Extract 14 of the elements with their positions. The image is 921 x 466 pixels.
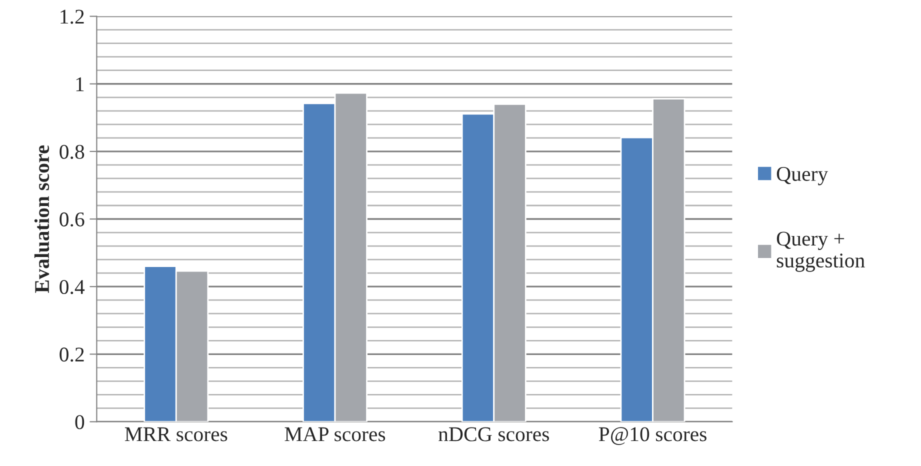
y-tick-label: 0 <box>75 415 84 430</box>
y-tick-label: 1 <box>76 77 84 92</box>
x-tick-label: nDCG scores <box>438 427 549 442</box>
y-axis-title: Evaluation score <box>34 145 50 293</box>
y-tick-label: 0.8 <box>60 144 84 159</box>
x-tick-label: P@10 scores <box>598 427 706 446</box>
legend-label: Query + suggestion <box>776 232 865 272</box>
y-tick-label: 0.2 <box>60 348 84 362</box>
x-tick-label: MRR scores <box>124 427 228 442</box>
y-tick-label: 0.6 <box>60 212 84 227</box>
x-tick-label: MAP scores <box>284 427 386 442</box>
legend-label: Query <box>776 166 828 186</box>
y-tick-label: 0.4 <box>60 280 85 294</box>
y-tick-label: 1.2 <box>60 10 84 24</box>
